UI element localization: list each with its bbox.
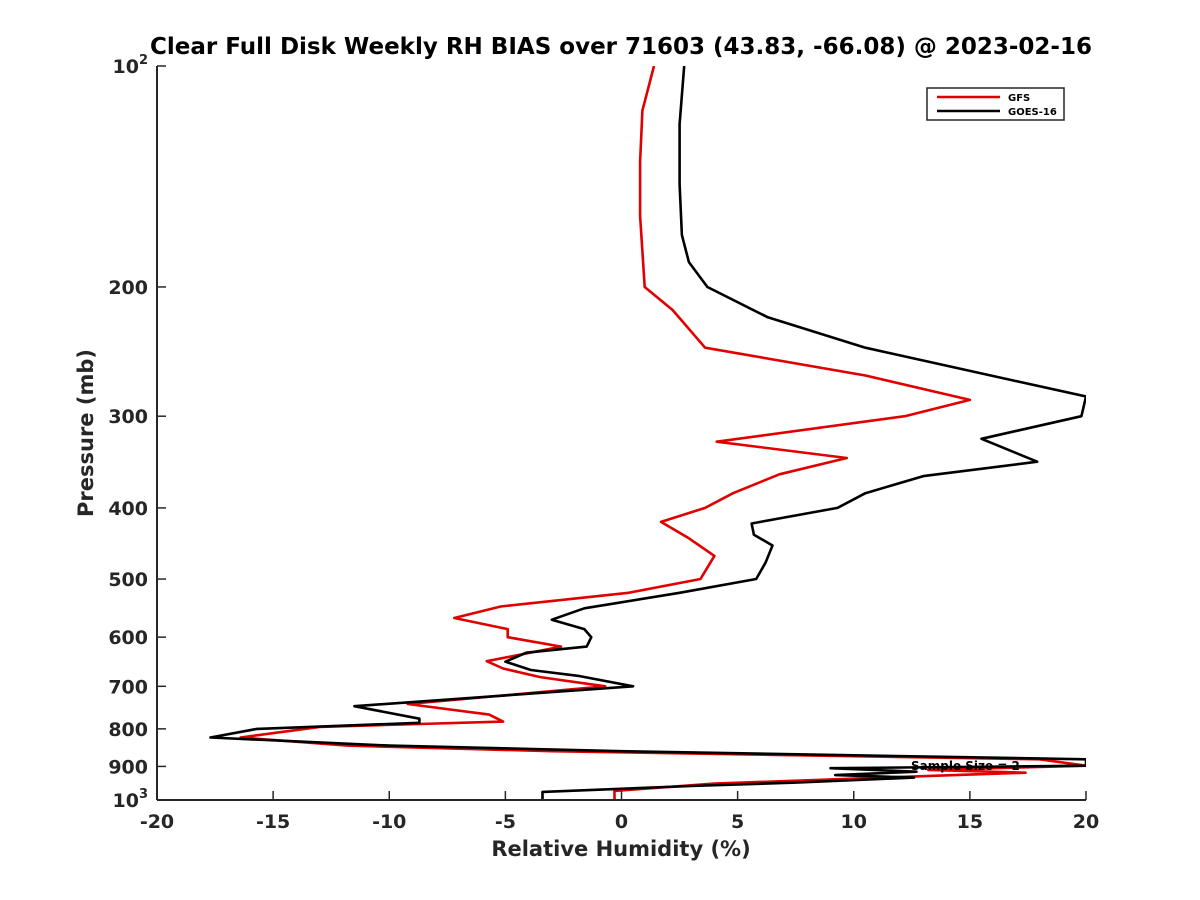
x-tick-label: 15 <box>957 811 983 833</box>
legend: GFS GOES-16 <box>926 87 1065 121</box>
y-tick-label: 500 <box>108 569 148 591</box>
sample-size-annotation: Sample Size = 2 <box>911 759 1020 773</box>
x-tick-label: 20 <box>1073 811 1099 833</box>
x-tick-label: -10 <box>372 811 406 833</box>
y-tick-label: 200 <box>108 277 148 299</box>
y-tick-label: 800 <box>108 719 148 741</box>
chart-title: Clear Full Disk Weekly RH BIAS over 7160… <box>150 34 1092 60</box>
x-tick-label: 10 <box>841 811 867 833</box>
y-axis-ticks: 102 200 300 400 500 600 700 800 900 103 <box>108 53 166 812</box>
x-axis-ticks: -20 -15 -10 -5 0 5 10 15 20 <box>140 791 1099 833</box>
y-axis-label: Pressure (mb) <box>74 349 98 517</box>
legend-label-gfs: GFS <box>1008 93 1030 104</box>
x-tick-label: -20 <box>140 811 174 833</box>
x-tick-label: -5 <box>495 811 516 833</box>
x-axis-label: Relative Humidity (%) <box>491 837 750 861</box>
series-layer <box>209 66 1086 800</box>
series-line-goes-16 <box>209 66 1086 800</box>
y-tick-label: 600 <box>108 627 148 649</box>
x-tick-label: 5 <box>731 811 744 833</box>
y-tick-label: 300 <box>108 406 148 428</box>
y-tick-label: 103 <box>113 787 149 812</box>
x-tick-label: 0 <box>615 811 628 833</box>
x-tick-label: -15 <box>256 811 290 833</box>
y-tick-label: 400 <box>108 498 148 520</box>
y-tick-label: 102 <box>113 53 149 78</box>
legend-box <box>926 87 1065 121</box>
y-tick-label: 700 <box>108 676 148 698</box>
legend-label-goes16: GOES-16 <box>1008 107 1057 118</box>
y-tick-label: 900 <box>108 756 148 778</box>
